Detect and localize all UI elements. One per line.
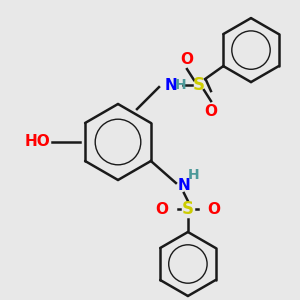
Text: S: S: [182, 200, 194, 218]
Text: H: H: [188, 168, 200, 182]
Text: O: O: [155, 202, 168, 217]
Text: O: O: [181, 52, 194, 67]
Text: HO: HO: [25, 134, 51, 149]
Text: N: N: [165, 78, 177, 93]
Text: N: N: [178, 178, 190, 193]
Text: O: O: [207, 202, 220, 217]
Text: O: O: [205, 103, 218, 118]
Text: H: H: [175, 78, 187, 92]
Text: S: S: [193, 76, 205, 94]
